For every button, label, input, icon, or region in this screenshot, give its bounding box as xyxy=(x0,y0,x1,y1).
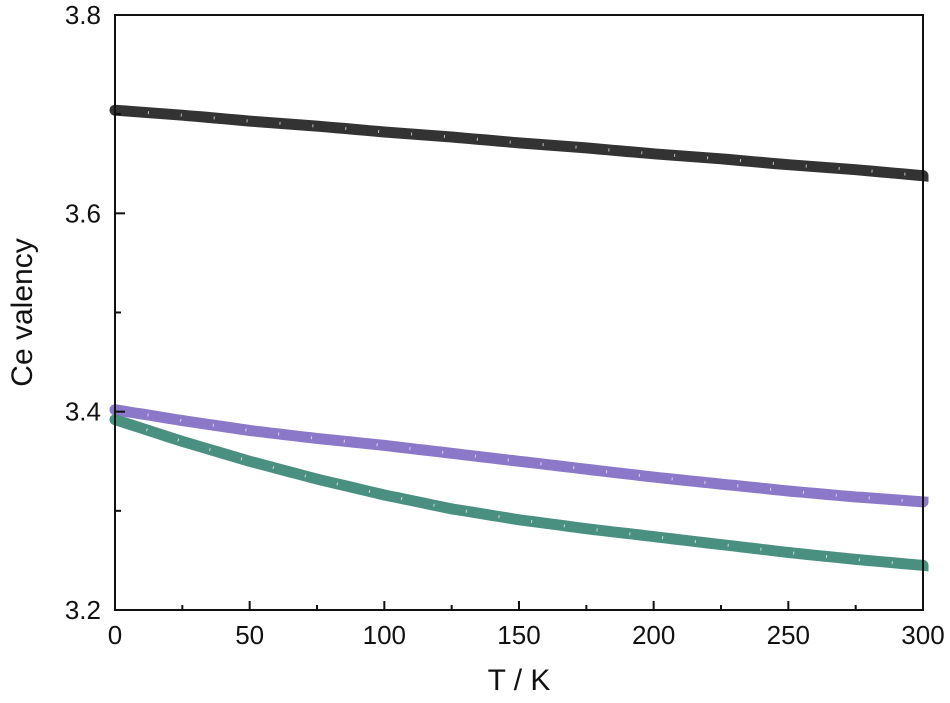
x-tick-label: 100 xyxy=(363,620,406,650)
y-tick-label: 3.6 xyxy=(65,198,101,228)
y-tick-label: 3.8 xyxy=(65,0,101,30)
y-tick-label: 3.4 xyxy=(65,397,101,427)
x-tick-label: 250 xyxy=(767,620,810,650)
x-tick-label: 50 xyxy=(235,620,264,650)
x-tick-label: 300 xyxy=(901,620,944,650)
series-black-line xyxy=(109,104,929,182)
y-tick-label: 3.2 xyxy=(65,595,101,625)
x-tick-label: 0 xyxy=(108,620,122,650)
x-tick-label: 150 xyxy=(497,620,540,650)
series-purple-line xyxy=(109,404,929,508)
series-green-markers xyxy=(114,418,925,568)
x-axis-label: T / K xyxy=(488,664,551,697)
x-tick-label: 200 xyxy=(632,620,675,650)
y-axis-label: Ce valency xyxy=(6,238,39,386)
